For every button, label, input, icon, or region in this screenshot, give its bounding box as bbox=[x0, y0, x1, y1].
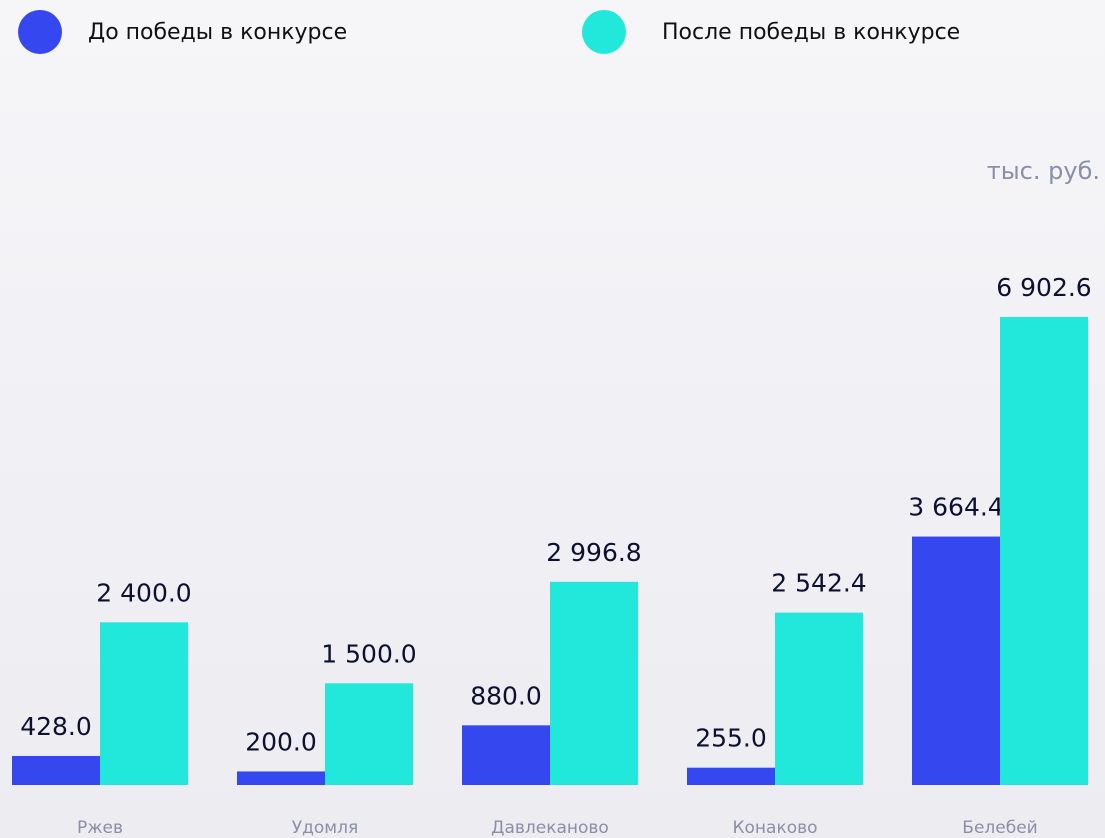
value-label: 428.0 bbox=[20, 712, 92, 741]
value-label: 6 902.6 bbox=[996, 273, 1091, 302]
bar bbox=[462, 725, 550, 785]
x-tick-label: Конаково bbox=[732, 818, 817, 838]
bar bbox=[12, 755, 100, 785]
bar bbox=[912, 536, 1000, 785]
value-label: 3 664.4 bbox=[908, 493, 1003, 522]
value-label: 2 996.8 bbox=[546, 538, 641, 567]
value-label: 255.0 bbox=[695, 724, 767, 753]
bar bbox=[325, 683, 413, 785]
value-label: 2 542.4 bbox=[771, 569, 866, 598]
unit-label: тыс. руб. bbox=[987, 157, 1100, 185]
bar bbox=[550, 581, 638, 785]
bar bbox=[775, 612, 863, 785]
x-tick-label: Удомля bbox=[292, 818, 358, 838]
value-label: 2 400.0 bbox=[96, 578, 191, 607]
x-tick-label: Ржев bbox=[77, 818, 123, 838]
bar bbox=[100, 622, 188, 785]
value-label: 1 500.0 bbox=[321, 639, 416, 668]
legend-label: До победы в конкурсе bbox=[88, 20, 347, 45]
value-label: 880.0 bbox=[470, 681, 542, 710]
value-label: 200.0 bbox=[245, 727, 317, 756]
legend-swatch bbox=[18, 10, 62, 54]
legend-label: После победы в конкурсе bbox=[662, 20, 960, 45]
bar bbox=[237, 771, 325, 785]
bar bbox=[1000, 317, 1088, 785]
legend-swatch bbox=[582, 10, 626, 54]
bar bbox=[687, 767, 775, 785]
x-tick-label: Давлеканово bbox=[491, 818, 609, 838]
x-tick-label: Белебей bbox=[962, 818, 1037, 838]
